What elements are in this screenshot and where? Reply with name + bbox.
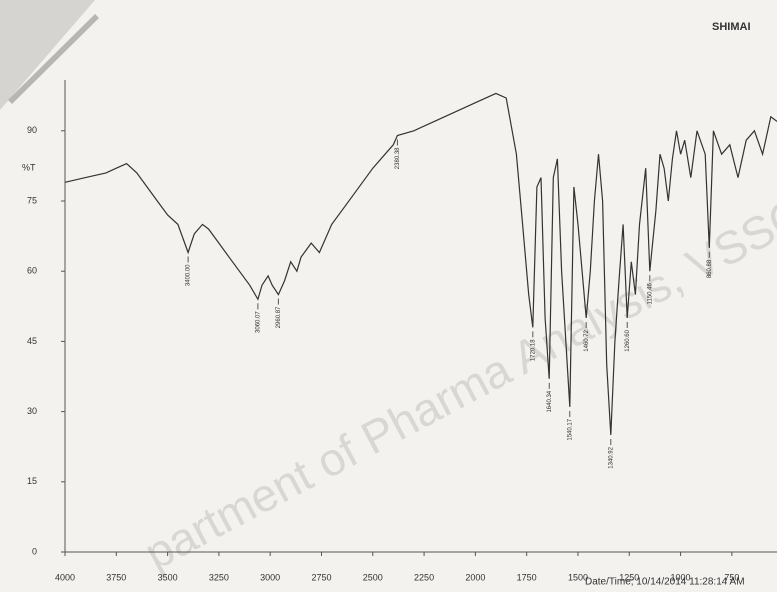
peak-label: 1260.60 — [625, 329, 631, 351]
x-tick-label: 2500 — [363, 572, 383, 582]
peak-label: 1340.92 — [608, 446, 614, 468]
y-tick-label: 15 — [27, 476, 37, 486]
x-tick-label: 3500 — [158, 572, 178, 582]
x-tick-label: 2250 — [414, 572, 434, 582]
peak-label: 1460.72 — [584, 329, 590, 351]
x-tick-label: 1750 — [517, 572, 537, 582]
x-tick-label: 1250 — [619, 572, 639, 582]
peak-label: 1640.34 — [547, 390, 553, 412]
y-tick-label: 45 — [27, 336, 37, 346]
fold-edge — [8, 14, 99, 104]
peak-label: 3400.00 — [186, 264, 192, 286]
y-tick-label: 90 — [27, 125, 37, 135]
y-tick-label: 60 — [27, 266, 37, 276]
peak-label: 3060.07 — [255, 311, 261, 333]
x-tick-label: 3000 — [260, 572, 280, 582]
y-tick-label: 75 — [27, 195, 37, 205]
x-tick-label: 1000 — [671, 572, 691, 582]
footer: Date/Time; 10/14/2014 11:28:14 AM — [585, 577, 745, 588]
peak-label: 1720.18 — [530, 339, 536, 361]
x-tick-label: 1500 — [568, 572, 588, 582]
x-tick-label: 3750 — [106, 572, 126, 582]
x-tick-label: 2750 — [311, 572, 331, 582]
y-tick-label: 0 — [32, 546, 37, 556]
spectrum-line — [64, 92, 777, 436]
peak-label: 2960.87 — [276, 306, 282, 328]
peak-label: 2380.38 — [395, 147, 401, 169]
folded-corner — [0, 0, 95, 110]
peak-label: 1540.17 — [567, 418, 573, 440]
y-label: %T — [22, 162, 36, 172]
x-tick-label: 2000 — [465, 572, 485, 582]
x-tick-label: 4000 — [55, 572, 75, 582]
x-tick-label: 3250 — [209, 572, 229, 582]
peak-label: 1150.46 — [647, 283, 653, 305]
y-tick-label: 30 — [27, 406, 37, 416]
x-tick-label: 750 — [724, 572, 739, 582]
brand: SHIMAI — [712, 21, 751, 33]
peak-label: 860.88 — [707, 259, 713, 278]
